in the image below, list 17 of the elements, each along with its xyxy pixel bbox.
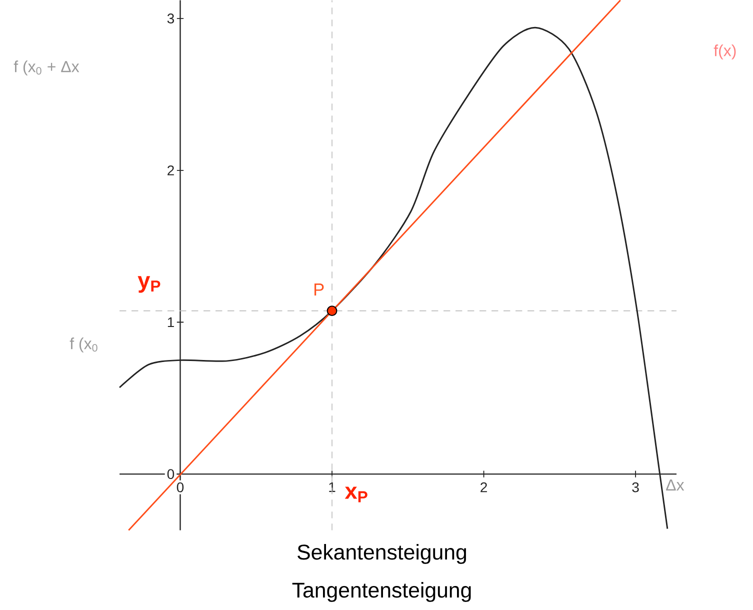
- x-tick-label: 1: [329, 482, 336, 492]
- x-tick-label: 0: [176, 482, 184, 492]
- y-tick-label: 3: [167, 14, 174, 24]
- x-tick-label: 3: [632, 482, 639, 492]
- annotation: P: [314, 284, 324, 296]
- y-tick-label: 1: [168, 317, 174, 328]
- text: f (x$_{0}$ + Δx: [14, 60, 80, 76]
- text: f (x$_{0}$: [70, 338, 98, 352]
- ref-line-label: x$_{P}$: [344, 486, 368, 502]
- x-tick-label: 2: [480, 482, 487, 492]
- y-tick-label: 0: [167, 469, 174, 480]
- ref-line-label: y$_{P}$: [138, 276, 160, 293]
- y-tick-label: 2: [168, 165, 174, 176]
- annotation: Δx: [666, 479, 684, 490]
- text: Sekantensteigung: [298, 544, 466, 564]
- text: Tangentensteigung: [292, 582, 471, 602]
- text: f(x): [714, 44, 736, 60]
